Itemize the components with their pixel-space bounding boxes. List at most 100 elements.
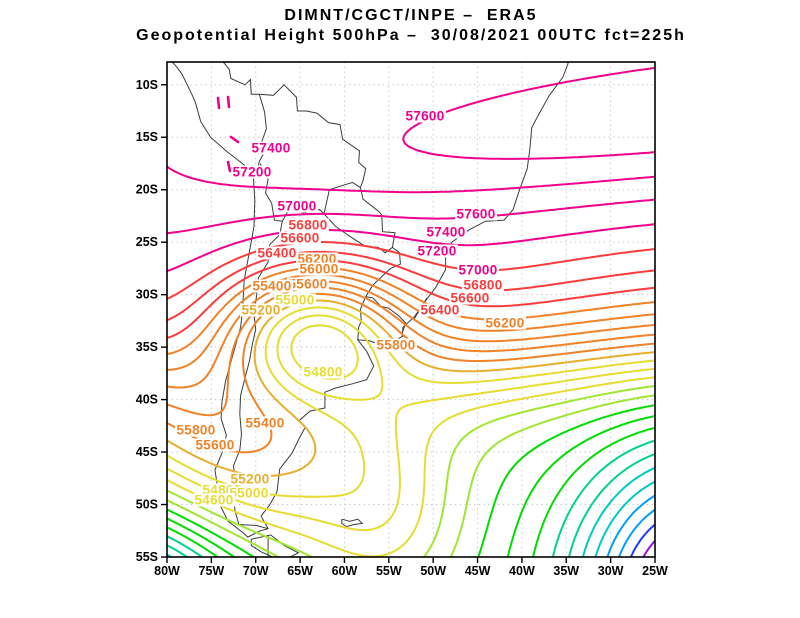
coastline: [250, 534, 300, 557]
contour-label-mask: [404, 109, 446, 123]
contour-label-mask: [231, 165, 273, 179]
y-tick-label: 30S: [136, 288, 158, 302]
contour-line: [167, 385, 655, 557]
contour-label-mask: [193, 493, 235, 507]
y-tick-label: 50S: [136, 498, 158, 512]
contour-label-mask: [276, 199, 318, 213]
x-tick-label: 55W: [376, 564, 402, 578]
x-tick-label: 45W: [465, 564, 491, 578]
map-frame: [166, 61, 656, 558]
contour-label: 57600: [456, 207, 495, 222]
contour-label: 56400: [257, 246, 296, 261]
contour-label: 57000: [458, 263, 497, 278]
contour-line: [167, 404, 655, 557]
contour-label: 55600: [288, 277, 327, 292]
border-line: [222, 62, 260, 95]
spot-contour: [216, 96, 221, 110]
contour-label-mask: [274, 293, 316, 307]
y-tick-label: 15S: [136, 130, 158, 144]
spot-contour: [229, 135, 240, 144]
contour-line: [629, 523, 655, 557]
contour-line: [167, 426, 655, 557]
contour-label-mask: [175, 423, 217, 437]
x-tick-label: 65W: [287, 564, 313, 578]
x-tick-label: 70W: [243, 564, 269, 578]
chart-titles: DIMNT/CGCT/INPE – ERA5 Geopotential Heig…: [22, 6, 800, 46]
y-axis-labels: 10S 15S 20S 25S 30S 35S 40S 45S 50S 55S: [136, 78, 158, 564]
x-tick-label: 80W: [154, 564, 180, 578]
contour-label: 57200: [232, 165, 271, 180]
contour-line: [618, 508, 655, 557]
spot-contour: [226, 95, 231, 109]
contour-label: 56000: [299, 262, 338, 277]
y-tick-label: 35S: [136, 340, 158, 354]
y-tick-label: 20S: [136, 183, 158, 197]
contour-line: [167, 439, 655, 557]
contour-label: 55200: [230, 472, 269, 487]
contour-label: 57600: [405, 109, 444, 124]
contour-label: 56400: [420, 303, 459, 318]
contour-label-mask: [229, 472, 271, 486]
contour-label-mask: [416, 244, 458, 258]
y-tick-label: 10S: [136, 78, 158, 92]
contour-label-mask: [251, 279, 293, 293]
contour-label: 57200: [417, 244, 456, 259]
border-line: [365, 296, 407, 337]
contour-line: [167, 165, 655, 194]
y-tick-label: 40S: [136, 393, 158, 407]
border-line: [359, 187, 396, 248]
axis-ticks: [161, 84, 656, 563]
y-tick-label: 25S: [136, 235, 158, 249]
x-tick-label: 25W: [642, 564, 668, 578]
contour-line: [594, 480, 655, 557]
contour-label: 54600: [194, 493, 233, 508]
contour-label-mask: [457, 263, 499, 277]
contour-label: 56800: [288, 218, 327, 233]
contour-label: 56600: [280, 231, 319, 246]
x-tick-label: 30W: [598, 564, 624, 578]
contour-label: 56200: [485, 316, 524, 331]
contour-label: 55800: [176, 423, 215, 438]
contour-line: [167, 198, 655, 235]
contour-label: 57000: [277, 199, 316, 214]
contour-label: 55400: [245, 416, 284, 431]
contour-line: [167, 453, 655, 557]
contour-label: 55000: [229, 486, 268, 501]
contour-label: 57400: [426, 225, 465, 240]
x-tick-label: 50W: [420, 564, 446, 578]
contour-line: [167, 415, 655, 557]
contour-label: 54800: [303, 365, 342, 380]
x-tick-label: 75W: [199, 564, 225, 578]
contour-label-mask: [240, 303, 282, 317]
x-tick-label: 35W: [553, 564, 579, 578]
chart-title-line2: Geopotential Height 500hPa – 30/08/2021 …: [136, 27, 686, 44]
contour-line: [167, 466, 655, 557]
contour-label-mask: [419, 303, 461, 317]
x-tick-label: 60W: [332, 564, 358, 578]
contour-label: 57400: [251, 141, 290, 156]
contour-label-mask: [256, 246, 298, 260]
contour-label-mask: [298, 262, 340, 276]
contour-label: 55600: [195, 438, 234, 453]
border-line: [252, 94, 267, 174]
contour-label-mask: [228, 486, 270, 500]
coastline: [341, 518, 364, 528]
contour-label-mask: [296, 252, 338, 266]
plot-border: [166, 61, 656, 558]
contour-label-mask: [287, 277, 329, 291]
contour-label-mask: [484, 316, 526, 330]
contour-label-mask: [194, 438, 236, 452]
chart-title-line1: DIMNT/CGCT/INPE – ERA5: [284, 7, 538, 24]
contour-label: 56600: [450, 291, 489, 306]
contour-label-mask: [425, 225, 467, 239]
contour-label: 55200: [241, 303, 280, 318]
contour-label: 56800: [463, 278, 502, 293]
border-line: [323, 181, 361, 214]
coastline: [171, 62, 569, 538]
x-tick-label: 40W: [509, 564, 535, 578]
contour-label-mask: [449, 291, 491, 305]
y-tick-label: 45S: [136, 445, 158, 459]
contour-label-mask: [375, 338, 417, 352]
contour-line: [642, 539, 655, 557]
contour-label-mask: [287, 218, 329, 232]
